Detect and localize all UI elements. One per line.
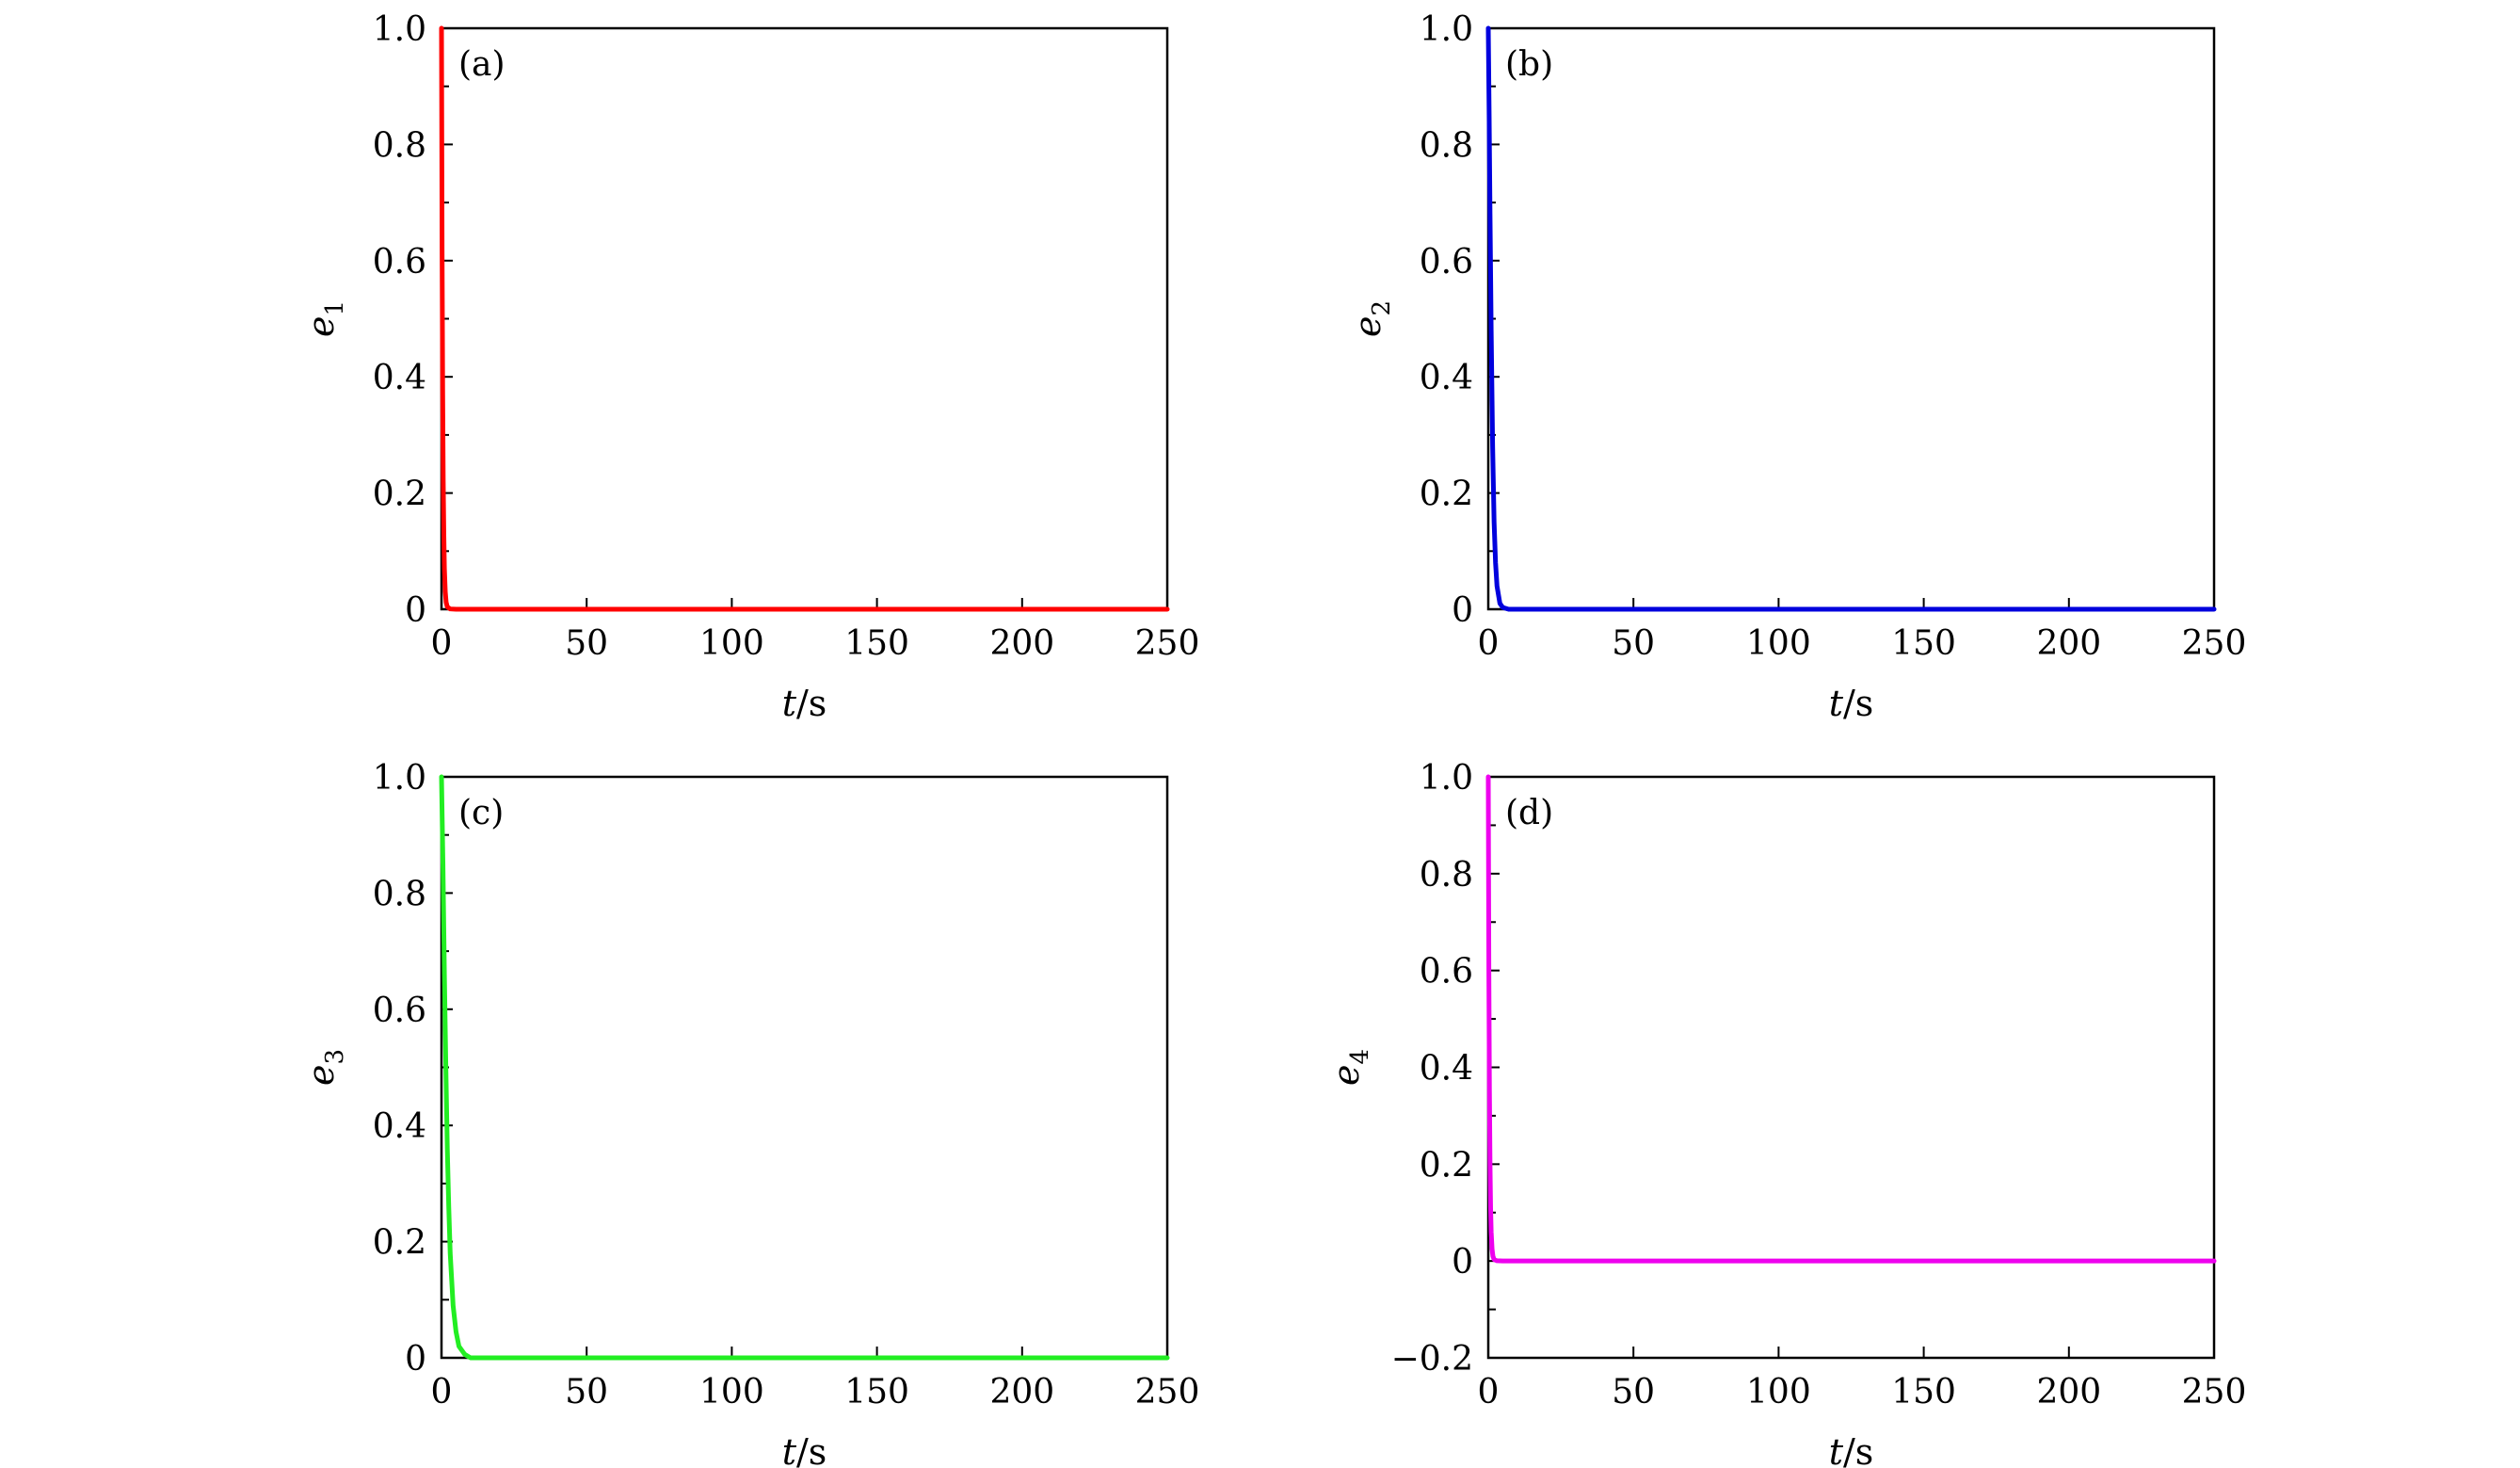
y-axis-label: e4: [1325, 1049, 1374, 1086]
y-tick-label: 0.6: [373, 243, 426, 282]
x-tick-label: 250: [2182, 624, 2247, 663]
x-tick-label: 0: [1478, 624, 1500, 663]
y-tick-label: 0: [405, 1340, 426, 1379]
plot-frame: [440, 775, 1169, 1360]
y-tick-label: 0.6: [1420, 243, 1473, 282]
y-tick-label: 0.6: [373, 992, 426, 1030]
x-tick-label: 50: [1612, 624, 1655, 663]
x-tick-label: 100: [1746, 1373, 1811, 1412]
x-tick-label: 50: [1612, 1373, 1655, 1412]
y-tick-label: 1.0: [1420, 759, 1473, 798]
y-tick-label: 0.6: [1420, 953, 1473, 992]
x-tick-label: 100: [1746, 624, 1811, 663]
x-axis-label: t/s: [1829, 683, 1874, 724]
y-tick-label: 1.0: [1420, 10, 1473, 49]
x-tick-label: 200: [989, 1373, 1054, 1412]
y-tick-label: 0.4: [373, 1107, 426, 1146]
y-tick-label: 0.4: [1420, 359, 1473, 397]
panel-b: 0 50 100 150 200 250 0 0.2 0.4 0.6 0.8 1.0 (b) t/s e2: [1347, 10, 2246, 724]
panel-label: (c): [458, 794, 504, 832]
series-line: [1485, 774, 2217, 1264]
x-axis-label: t/s: [782, 1431, 827, 1468]
y-tick-label: 0.2: [373, 1224, 426, 1263]
x-tick-label: 0: [431, 624, 453, 663]
y-tick-label: 0.2: [373, 476, 426, 514]
y-axis-label: e3: [300, 1049, 349, 1086]
x-tick-label: 50: [565, 624, 608, 663]
y-tick-label: 0: [1452, 1243, 1473, 1282]
y-tick-label: 0.8: [1420, 126, 1473, 165]
plot-frame: [1486, 26, 2216, 611]
panel-d: 0 50 100 150 200 250−0.200.20.40.60.81.0(d)t/…: [1325, 759, 2246, 1468]
panel-label: (a): [458, 45, 506, 84]
y-tick-label: 1.0: [373, 10, 426, 49]
y-tick-label: 1.0: [373, 759, 426, 798]
panel-label: (b): [1505, 45, 1553, 84]
plot-frame: [440, 26, 1169, 611]
y-tick-label: 0.8: [1420, 856, 1473, 895]
x-tick-label: 150: [844, 624, 909, 663]
x-tick-label: 0: [1478, 1373, 1500, 1412]
x-tick-label: 250: [1135, 624, 1200, 663]
x-tick-label: 50: [565, 1373, 608, 1412]
series-line: [439, 25, 1170, 612]
y-tick-label: 0.8: [373, 875, 426, 913]
plot-frame: [1486, 775, 2216, 1360]
x-tick-label: 150: [1891, 624, 1956, 663]
x-tick-label: 150: [844, 1373, 909, 1412]
y-tick-label: 0.4: [373, 359, 426, 397]
y-tick-label: −0.2: [1391, 1340, 1473, 1379]
y-tick-label: 0.4: [1420, 1050, 1473, 1089]
x-tick-label: 250: [2182, 1373, 2247, 1412]
x-axis-label: t/s: [1829, 1431, 1874, 1468]
x-tick-label: 200: [989, 624, 1054, 663]
panel-a: 0 50 100 150 200 250 0 0.2 0.4 0.6 0.8 1.0 (a) t/s e1: [300, 10, 1199, 724]
y-tick-label: 0: [1452, 591, 1473, 630]
x-tick-label: 250: [1135, 1373, 1200, 1412]
x-tick-label: 100: [699, 1373, 764, 1412]
x-tick-label: 150: [1891, 1373, 1956, 1412]
series-line: [1485, 25, 2217, 612]
y-tick-label: 0.2: [1420, 1146, 1473, 1185]
panel-c: 0 50 100 150 200 250 0 0.2 0.4 0.6 0.8 1.0 (c) t/s e3: [300, 759, 1199, 1468]
x-tick-label: 100: [699, 624, 764, 663]
x-tick-label: 200: [2036, 1373, 2101, 1412]
y-tick-label: 0: [405, 591, 426, 630]
x-tick-label: 200: [2036, 624, 2101, 663]
y-axis-label: e2: [1347, 300, 1396, 337]
series-line: [439, 774, 1170, 1361]
x-axis-label: t/s: [782, 683, 827, 724]
panel-label: (d): [1505, 794, 1553, 832]
y-axis-label: e1: [300, 300, 349, 337]
x-tick-label: 0: [431, 1373, 453, 1412]
y-tick-label: 0.2: [1420, 476, 1473, 514]
y-tick-label: 0.8: [373, 126, 426, 165]
